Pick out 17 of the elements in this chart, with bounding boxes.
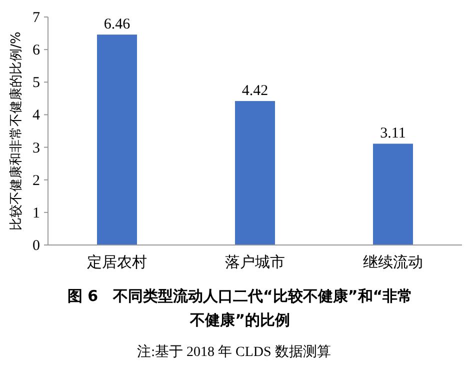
y-tick-label: 7 — [32, 10, 40, 26]
y-tick-label: 1 — [32, 205, 40, 222]
x-tick-label: 定居农村 — [87, 253, 147, 271]
y-tick-label: 3 — [32, 140, 40, 156]
x-tick-label: 落户城市 — [225, 253, 285, 271]
y-tick-label: 4 — [32, 108, 40, 124]
y-tick-label: 0 — [32, 238, 40, 254]
y-tick-label: 2 — [32, 172, 40, 189]
x-tick-label: 继续流动 — [363, 253, 423, 271]
text: 图 6 不同类型流动人口二代“比较不健康”和“非常不健康”的比例 — [66, 286, 414, 331]
y-axis-title: 比较不健康和非常不健康的比例/% — [9, 32, 24, 230]
data-label: 3.11 — [380, 126, 406, 142]
y-tick-label: 5 — [32, 75, 40, 92]
data-label: 6.46 — [104, 16, 131, 33]
text: 注:基于 2018 年 CLDS 数据测算 — [136, 343, 332, 361]
data-label: 4.42 — [242, 83, 268, 100]
y-tick-label: 6 — [32, 42, 40, 59]
